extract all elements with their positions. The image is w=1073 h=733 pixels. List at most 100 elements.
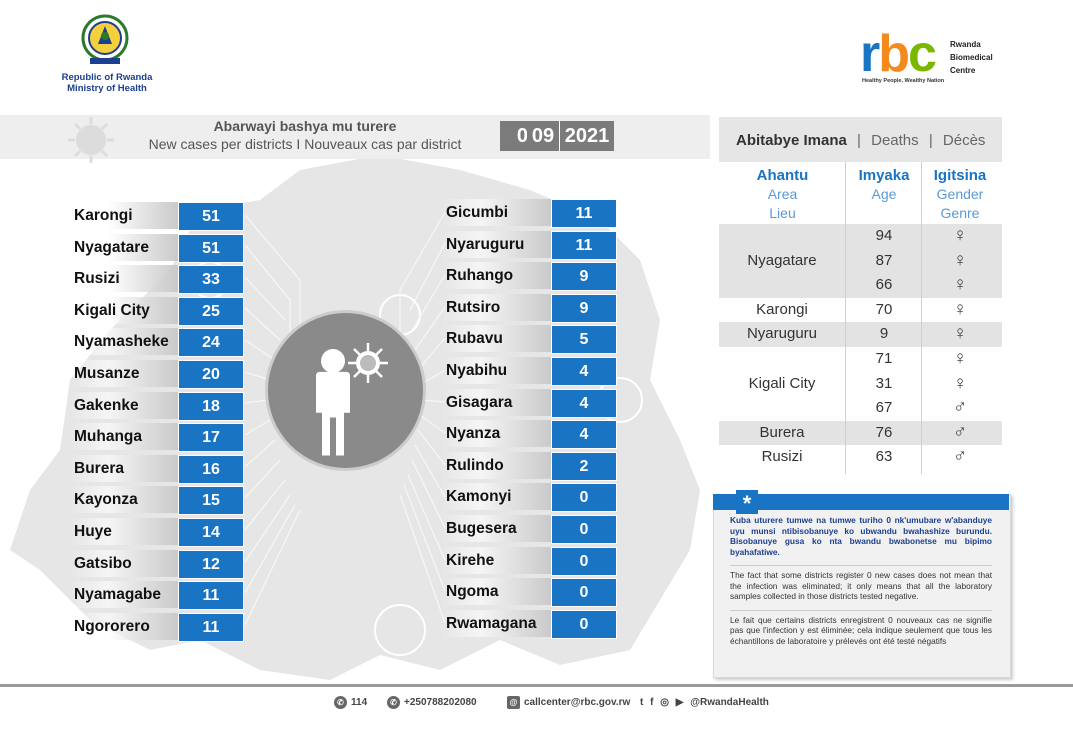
deaths-area: Nyaruguru bbox=[746, 325, 818, 343]
right-district-row: Rubavu 5 bbox=[442, 325, 617, 355]
deaths-heading-en: Deaths bbox=[871, 132, 919, 149]
email-icon: @ bbox=[507, 695, 520, 709]
note-content: Kuba uturere tumwe na tumwe turiho 0 nk'… bbox=[730, 515, 992, 646]
district-name: Rwamagana bbox=[442, 609, 552, 637]
right-district-row: Nyaruguru 11 bbox=[442, 230, 617, 260]
deaths-heading-fr: Décès bbox=[942, 132, 986, 149]
district-case-count: 16 bbox=[178, 454, 244, 484]
coat-of-arms-logo bbox=[81, 14, 129, 64]
col-age-en: Age bbox=[871, 186, 897, 202]
gender-symbol-icon: ♀ bbox=[952, 274, 968, 296]
district-name: Nyaruguru bbox=[442, 230, 552, 258]
district-case-count: 11 bbox=[178, 612, 244, 642]
district-name: Burera bbox=[70, 454, 179, 482]
right-district-row: Ngoma 0 bbox=[442, 578, 617, 608]
deaths-age: 71 bbox=[875, 350, 893, 367]
deaths-age: 63 bbox=[875, 448, 893, 466]
district-name: Gisagara bbox=[442, 388, 552, 416]
district-case-count: 9 bbox=[551, 293, 617, 323]
right-district-row: Kamonyi 0 bbox=[442, 483, 617, 513]
gender-symbol-icon: ♂ bbox=[952, 446, 968, 468]
district-name: Ngoma bbox=[442, 578, 552, 606]
col-area-header: Ahantu Area Lieu bbox=[730, 166, 835, 223]
district-case-count: 15 bbox=[178, 486, 244, 516]
district-case-count: 5 bbox=[551, 325, 617, 355]
footer-tollfree: ✆ 114 bbox=[334, 694, 367, 712]
note-box: Kuba uturere tumwe na tumwe turiho 0 nk'… bbox=[713, 494, 1011, 678]
deaths-group: Kigali City 71 ♀ 31 ♀ 67 ♂ bbox=[719, 347, 1002, 421]
district-name: Ruhango bbox=[442, 262, 552, 290]
youtube-icon: ▶ bbox=[675, 697, 684, 708]
right-district-row: Bugesera 0 bbox=[442, 515, 617, 544]
ministry-label: Ministry of Health bbox=[67, 83, 147, 94]
left-district-row: Gatsibo 12 bbox=[70, 549, 245, 579]
col-age-rw: Imyaka bbox=[858, 167, 910, 184]
district-case-count: 2 bbox=[551, 451, 617, 481]
note-header-bar bbox=[713, 494, 1009, 510]
left-district-row: Nyamagabe 11 bbox=[70, 581, 245, 611]
district-case-count: 0 bbox=[551, 546, 617, 576]
deaths-area: Karongi bbox=[756, 300, 808, 318]
district-name: Bugesera bbox=[442, 515, 552, 542]
right-district-row: Gisagara 4 bbox=[442, 388, 617, 418]
col-age-header: Imyaka Age bbox=[848, 166, 920, 204]
note-english: The fact that some districts register 0 … bbox=[730, 570, 992, 601]
twitter-icon: t bbox=[640, 697, 644, 708]
deaths-group: Rusizi 63 ♂ bbox=[719, 445, 1002, 470]
left-district-row: Burera 16 bbox=[70, 454, 245, 484]
district-name: Nyamasheke bbox=[70, 328, 179, 356]
district-name: Huye bbox=[70, 518, 179, 545]
left-district-row: Kigali City 25 bbox=[70, 296, 245, 326]
district-name: Rutsiro bbox=[442, 293, 552, 321]
left-district-row: Kayonza 15 bbox=[70, 486, 245, 516]
title-kinyarwanda: Abarwayi bashya mu turere bbox=[213, 118, 397, 134]
deaths-age: 94 bbox=[875, 227, 893, 244]
district-case-count: 11 bbox=[551, 199, 617, 228]
rbc-letter-r: r bbox=[860, 25, 880, 83]
left-district-list: Karongi 51 Nyagatare 51 Rusizi 33 Kigali City 2… bbox=[70, 202, 245, 642]
district-name: Rubavu bbox=[442, 325, 552, 353]
rbc-name-line3: Centre bbox=[950, 66, 976, 75]
district-case-count: 0 bbox=[551, 578, 617, 608]
left-district-row: Musanze 20 bbox=[70, 360, 245, 389]
gender-symbol-icon: ♀ bbox=[952, 372, 968, 394]
deaths-header: Abitabye Imana | Deaths | Décès bbox=[719, 117, 1002, 162]
district-name: Kirehe bbox=[442, 546, 552, 574]
right-district-row: Gicumbi 11 bbox=[442, 199, 617, 228]
gender-symbol-icon: ♀ bbox=[952, 225, 968, 246]
left-district-row: Muhanga 17 bbox=[70, 423, 245, 453]
deaths-age: 67 bbox=[875, 399, 893, 417]
note-divider-1 bbox=[730, 565, 992, 566]
footer: ✆ 114 ✆ +250788202080 @ callcenter@rbc.gov.… bbox=[0, 694, 1073, 714]
footer-divider bbox=[0, 684, 1073, 687]
district-case-count: 4 bbox=[551, 357, 617, 386]
district-name: Muhanga bbox=[70, 423, 179, 451]
left-district-row: Karongi 51 bbox=[70, 202, 245, 231]
footer-tollfree-number: 114 bbox=[351, 697, 368, 708]
district-name: Nyanza bbox=[442, 420, 552, 448]
whatsapp-icon: ✆ bbox=[387, 695, 400, 709]
deaths-age: 87 bbox=[875, 251, 893, 269]
left-district-row: Ngororero 11 bbox=[70, 612, 245, 642]
footer-phone: ✆ +250788202080 bbox=[387, 694, 477, 712]
title-english-french: New cases per districts I Nouveaux cas p… bbox=[148, 136, 462, 152]
left-district-row: Huye 14 bbox=[70, 518, 245, 547]
district-name: Kayonza bbox=[70, 486, 179, 514]
col-gender-header: Igitsina Gender Genre bbox=[922, 166, 998, 223]
district-case-count: 9 bbox=[551, 262, 617, 292]
deaths-heading-rw: Abitabye Imana bbox=[736, 132, 847, 149]
deaths-area: Rusizi bbox=[761, 448, 803, 466]
left-district-row: Rusizi 33 bbox=[70, 265, 245, 295]
district-name: Ngororero bbox=[70, 612, 179, 640]
district-name: Karongi bbox=[70, 202, 179, 229]
rbc-name: Rwanda Biomedical Centre bbox=[950, 38, 993, 77]
right-district-row: Rwamagana 0 bbox=[442, 609, 617, 639]
footer-social-handle: @RwandaHealth bbox=[690, 697, 769, 708]
district-case-count: 11 bbox=[178, 581, 244, 611]
district-name: Musanze bbox=[70, 360, 179, 387]
left-district-row: Nyamasheke 24 bbox=[70, 328, 245, 358]
rbc-letter-c: c bbox=[908, 25, 937, 83]
district-name: Rusizi bbox=[70, 265, 179, 293]
district-case-count: 11 bbox=[551, 230, 617, 260]
district-case-count: 25 bbox=[178, 296, 244, 326]
